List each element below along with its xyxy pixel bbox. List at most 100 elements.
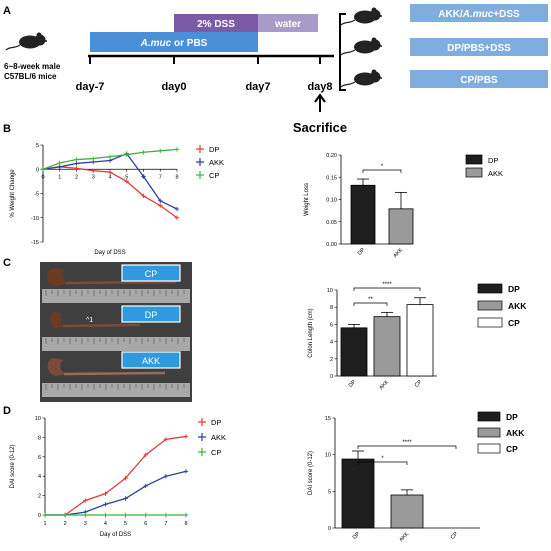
y-tick-label: 0.20 — [326, 153, 337, 159]
significance-bracket — [357, 461, 408, 465]
x-tick-label: 3 — [92, 174, 95, 180]
legend-label: AKK — [488, 169, 503, 178]
bar-chart-B-right: 0.20 0.15 0.10 0.05 0.00 Weight Loss DP AKK * DP A… — [304, 153, 503, 259]
y-tick-label: 2 — [38, 494, 41, 500]
y-tick-label: -10 — [31, 216, 39, 222]
data-point-cp — [123, 512, 128, 518]
data-point-dp — [158, 203, 163, 208]
data-point-cp — [91, 156, 96, 161]
mice-line-2: C57BL/6 mice — [4, 72, 57, 81]
panel-label-d: D — [3, 405, 11, 417]
y-axis-label: % Weight Change — [10, 169, 16, 218]
day-label: day8 — [307, 81, 332, 93]
data-point-akk — [183, 469, 189, 474]
panel-label-a: A — [3, 5, 11, 17]
data-point-cp — [158, 148, 163, 154]
x-tick-label: DP — [352, 531, 362, 541]
y-tick-label: 0.05 — [326, 220, 337, 226]
legend-swatch — [477, 283, 503, 294]
y-tick-label: -5 — [34, 192, 39, 198]
data-point-cp — [103, 512, 108, 518]
legend-marker — [198, 433, 206, 441]
data-point-cp — [124, 152, 129, 157]
day-label: day0 — [161, 81, 186, 93]
legend-swatch — [477, 317, 503, 328]
legend-swatch — [477, 300, 503, 311]
data-point-akk — [158, 198, 163, 203]
data-point-dp — [103, 491, 108, 496]
bar-akk — [388, 208, 414, 245]
x-tick-label: 1 — [58, 174, 61, 180]
x-tick-label: 6 — [144, 521, 147, 527]
bar-cp — [406, 304, 434, 377]
y-tick-label: 5 — [328, 489, 331, 495]
significance-bracket — [353, 287, 421, 291]
y-axis-label: Colon Length (cm) — [308, 308, 314, 357]
water-bar — [258, 14, 318, 32]
data-point-dp — [74, 166, 79, 171]
y-tick-label: 0.10 — [326, 198, 337, 204]
y-tick-label: 15 — [325, 416, 331, 422]
photo-tag-akk — [121, 351, 181, 369]
legend-label: AKK — [508, 301, 527, 311]
dss-bar — [174, 14, 258, 32]
significance-label: * — [381, 456, 384, 462]
y-axis-label: DAI score (0-12) — [308, 451, 314, 495]
significance-label: **** — [382, 282, 392, 288]
data-point-akk — [107, 158, 113, 163]
mouse-icon — [340, 6, 383, 26]
y-tick-label: 0 — [36, 167, 39, 173]
series-line-akk — [45, 470, 187, 516]
significance-label: **** — [402, 440, 412, 446]
significance-bracket — [357, 445, 457, 449]
bar-dp — [350, 184, 376, 245]
legend-label: AKK — [211, 433, 226, 442]
significance-label: * — [381, 164, 384, 170]
data-point-akk — [174, 206, 180, 212]
x-axis-label: Day of DSS — [94, 250, 125, 256]
x-tick-label: 8 — [184, 521, 187, 527]
legend-marker — [196, 171, 204, 179]
x-tick-label: DP — [348, 379, 358, 389]
photo-label-dp: DP — [145, 310, 158, 320]
data-point-dp — [124, 179, 129, 184]
series-line-dp — [45, 435, 187, 516]
y-tick-label: 5 — [36, 143, 39, 149]
legend-swatch — [477, 411, 501, 422]
sacrifice-label: Sacrifice — [293, 120, 347, 135]
y-tick-label: 0 — [38, 513, 41, 519]
data-point-akk — [143, 483, 148, 489]
x-tick-label: 2 — [75, 174, 78, 180]
significance-bracket — [353, 302, 388, 306]
data-point-cp — [42, 512, 48, 518]
mouse-icon — [340, 36, 383, 56]
dss-label: 2% DSS — [197, 19, 235, 30]
data-point-dp — [143, 452, 148, 458]
data-point-cp — [183, 512, 189, 518]
x-axis-label: Day of DSS — [100, 532, 131, 538]
legend-marker — [198, 448, 206, 456]
legend-swatch — [477, 443, 501, 454]
data-point-cp — [174, 147, 180, 152]
x-tick-label: 3 — [84, 521, 87, 527]
y-tick-label: 6 — [330, 322, 333, 328]
sacrifice-arrow — [314, 93, 326, 112]
legend-label: AKK — [506, 428, 525, 438]
data-point-cp — [74, 157, 79, 162]
y-tick-label: 10 — [327, 288, 333, 294]
legend-marker — [196, 158, 204, 166]
panel-label-b: B — [3, 123, 11, 135]
panel-label-c: C — [3, 257, 11, 269]
data-point-cp — [143, 512, 148, 518]
data-point-dp — [83, 498, 88, 503]
data-point-akk — [57, 164, 62, 170]
data-point-dp — [183, 434, 189, 439]
group-label-dp: DP/PBS+DSS — [447, 43, 511, 54]
photo-label-cp: CP — [145, 269, 158, 279]
data-point-dp — [141, 193, 146, 199]
legend-label: DP — [508, 284, 520, 294]
photo-label-akk: AKK — [142, 356, 160, 366]
data-point-cp — [40, 167, 46, 172]
y-tick-label: 0 — [330, 374, 333, 380]
